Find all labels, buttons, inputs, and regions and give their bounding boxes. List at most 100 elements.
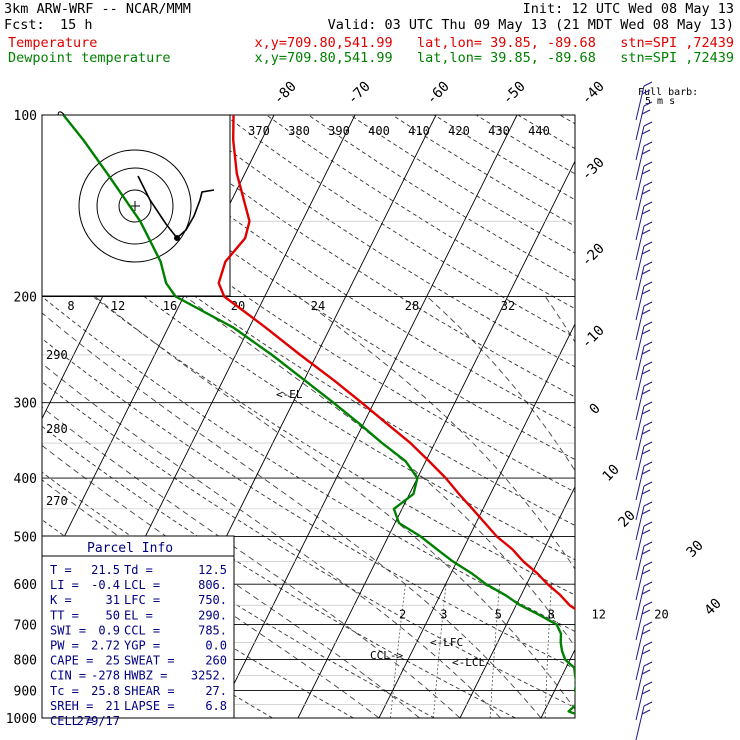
parcel-info-cell: -0.4	[91, 578, 120, 592]
wind-barb-flag	[641, 349, 651, 355]
isotherm-label: -60	[424, 79, 453, 108]
parcel-info-cell: 290.	[198, 608, 227, 622]
wind-barb-flag	[641, 389, 651, 395]
wind-barb-shaft	[635, 385, 645, 421]
wind-barb-shaft	[635, 305, 645, 341]
theta-label: 370	[248, 124, 270, 138]
parcel-info-cell: 12.5	[198, 563, 227, 577]
wind-barb-flag	[641, 249, 651, 255]
parcel-info-cell: CAPE =	[50, 654, 93, 668]
temperature-tick-label: 16	[163, 299, 177, 313]
wind-barb-flag	[641, 509, 651, 515]
dry-adiabat	[686, 115, 740, 718]
wind-barb-flag	[643, 261, 653, 267]
theta-label: 380	[288, 124, 310, 138]
parcel-info-cell: Td =	[124, 563, 153, 577]
wind-barb-flag	[643, 521, 653, 527]
isotherm-label: -40	[579, 79, 608, 108]
parcel-info-cell: EL =	[124, 608, 153, 622]
mixing-ratio-label: 20	[654, 608, 668, 622]
wind-barb-flag	[643, 421, 653, 427]
moist-adiabat	[94, 296, 575, 710]
wind-barb-flag	[641, 709, 651, 715]
dewpoint-profile	[62, 115, 575, 716]
wind-barb-flag	[643, 581, 653, 587]
parcel-info-cell: YGP =	[124, 639, 160, 653]
mixing-ratio-label: 2	[399, 608, 406, 622]
wind-barb-shaft	[635, 485, 645, 521]
wind-barb-shaft	[635, 525, 645, 561]
parcel-info-cell: TT =	[50, 608, 79, 622]
wind-barb-flag	[643, 201, 653, 207]
wind-barb-flag	[643, 181, 653, 187]
wind-barb-flag	[641, 309, 651, 315]
wind-barb-shaft	[635, 105, 645, 141]
wind-barb-flag	[643, 641, 653, 647]
wind-barb-flag	[641, 569, 651, 575]
temperature-tick-label: 8	[67, 299, 74, 313]
isotherm-label: -10	[579, 323, 608, 352]
parcel-info-cell: SREH =	[50, 699, 93, 713]
dry-adiabat	[433, 115, 575, 201]
theta-label: 420	[448, 124, 470, 138]
mixing-ratio-line	[595, 584, 598, 718]
wind-barb-flag	[641, 629, 651, 635]
dry-adiabat	[224, 115, 575, 338]
parcel-info-cell: 21.5	[91, 563, 120, 577]
storm-motion-marker	[174, 235, 180, 241]
wind-barb-shaft	[635, 365, 645, 401]
pressure-tick-label: 600	[14, 578, 37, 593]
parcel-info-cell: 785.	[198, 623, 227, 637]
mixing-ratio-line	[489, 584, 500, 718]
valid-time: Valid: 03 UTC Thu 09 May 13 (21 MDT Wed …	[327, 17, 734, 33]
parcel-info-cell: 6.8	[205, 699, 227, 713]
wind-barb-flag	[641, 549, 651, 555]
forecast-hours: 15 h	[60, 17, 93, 33]
wind-barb-shaft	[635, 565, 645, 601]
isotherm-label: -20	[579, 241, 608, 270]
wind-barb-shaft	[635, 665, 645, 701]
wind-barb-flag	[643, 501, 653, 507]
wind-barb-flag	[641, 589, 651, 595]
model-title: 3km ARW-WRF -- NCAR/MMM	[4, 1, 191, 17]
temperature-tick-label: 28	[405, 299, 419, 313]
wind-barb-flag	[643, 381, 653, 387]
wind-barb-shaft	[635, 405, 645, 441]
pressure-tick-label: 1000	[6, 712, 37, 727]
hodograph-ring	[118, 189, 152, 223]
mixing-ratio-label: 5	[495, 608, 502, 622]
theta-label: 400	[368, 124, 390, 138]
parcel-info-cell: 21	[106, 699, 120, 713]
mixing-ratio-label: 8	[548, 608, 555, 622]
wind-barb-flag	[643, 161, 653, 167]
init-time: Init: 12 UTC Wed 08 May 13	[522, 1, 734, 17]
moist-adiabat	[42, 444, 420, 718]
pressure-tick-label: 700	[14, 619, 37, 634]
temperature-location: x,y=709.80,541.99 lat,lon= 39.85, -89.68…	[254, 35, 734, 51]
wind-barb-flag	[641, 189, 651, 195]
hodograph-ring	[96, 167, 174, 245]
wind-barb-flag	[643, 441, 653, 447]
parcel-info-cell: CIN =	[50, 669, 86, 683]
theta-label: 430	[488, 124, 510, 138]
parcel-info-cell: T =	[50, 563, 72, 577]
parcel-info-cell: 27.	[205, 684, 227, 698]
isotherm-line	[703, 115, 740, 718]
theta-label: 440	[528, 124, 550, 138]
wind-barb-flag	[641, 329, 651, 335]
parcel-info-box	[41, 535, 235, 719]
wind-barb-flag	[641, 529, 651, 535]
level-annotation: <-LFC	[430, 636, 463, 649]
parcel-info-cell: SWEAT =	[124, 654, 175, 668]
wind-barb-flag	[641, 129, 651, 135]
parcel-info-cell: CELL =	[50, 714, 93, 728]
wind-barb-shaft	[635, 225, 645, 261]
theta-label: 280	[46, 422, 68, 436]
wind-barb-shaft	[635, 265, 645, 301]
isotherm-label: 0	[587, 401, 604, 418]
wind-barb-flag	[643, 241, 653, 247]
parcel-info-cell: PW =	[50, 639, 79, 653]
moist-adiabat	[544, 296, 575, 343]
dry-adiabat	[308, 115, 575, 282]
